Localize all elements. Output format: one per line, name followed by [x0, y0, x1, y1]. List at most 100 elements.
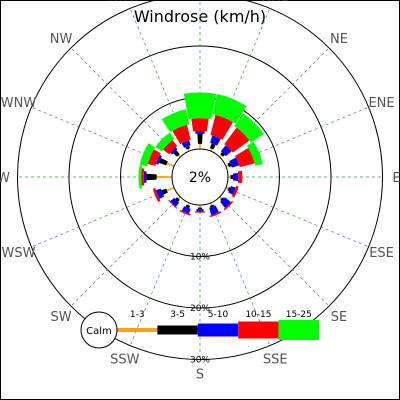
petals: [138, 92, 264, 218]
petal-wnw-15-25: [139, 143, 156, 167]
direction-label-e: E: [392, 171, 400, 186]
petal-ne-15-25: [234, 113, 264, 143]
direction-label-wnw: WNW: [1, 96, 37, 111]
direction-labels: NNNENEENEEESESESSESSSWSWWSWWWNWNWNNW: [0, 0, 400, 383]
petal-n-10-15: [191, 118, 209, 132]
legend-calm-circle: [80, 311, 118, 349]
petal-nnw-3-5: [185, 145, 191, 150]
petal-ne-10-15: [224, 127, 250, 153]
petal-ese-10-15: [231, 186, 239, 198]
petal-nw-10-15: [163, 140, 178, 155]
petal-nne-3-5: [209, 143, 216, 150]
legend-swatch-1-3: [117, 328, 158, 332]
petal-ssw-3-5: [185, 204, 191, 209]
petal-nnw-15-25: [161, 109, 190, 133]
legend-swatch-5-10: [197, 323, 239, 337]
petal-ssw-10-15: [179, 209, 191, 216]
petal-e-1-3: [227, 176, 231, 178]
ring-label-30: 30%: [190, 356, 210, 366]
petal-s-5-10: [196, 208, 204, 212]
direction-label-ene: ENE: [368, 96, 394, 111]
legend-label-1-3: 1-3: [130, 310, 145, 320]
petal-se-5-10: [220, 197, 231, 208]
petal-wsw-5-10: [155, 188, 165, 199]
petal-nw-15-25: [155, 132, 175, 152]
petal-nnw-5-10: [181, 140, 191, 148]
petal-ene-10-15: [235, 147, 255, 168]
grid-spoke-ese: [225, 187, 369, 248]
petal-s-3-5: [198, 207, 202, 210]
petal-n-3-5: [197, 133, 203, 144]
petal-wnw-10-15: [147, 149, 161, 166]
petal-nne-15-25: [212, 94, 247, 124]
direction-label-ssw: SSW: [110, 353, 140, 368]
petal-nw-5-10: [170, 147, 178, 155]
petal-n-5-10: [195, 130, 205, 134]
calm-value: 2%: [189, 170, 211, 186]
direction-label-se: SE: [331, 310, 347, 325]
petal-nnw-10-15: [172, 124, 191, 145]
petal-se-10-15: [223, 200, 234, 211]
legend-swatch-15-25: [278, 320, 319, 340]
petal-sw-10-15: [168, 199, 178, 209]
petal-sse-5-10: [209, 205, 220, 216]
petal-nne-10-15: [210, 114, 233, 140]
grid-spoke-se: [219, 196, 330, 307]
petal-e-3-5: [230, 174, 234, 180]
direction-label-w: W: [0, 171, 10, 186]
grid-spoke-sw: [70, 196, 181, 307]
petal-wsw-3-5: [161, 188, 168, 195]
petal-ne-3-5: [220, 152, 225, 157]
ring-labels: 10% 20% 30%: [190, 253, 210, 366]
petal-n-15-25: [183, 92, 217, 120]
petal-wnw-1-3: [166, 162, 175, 167]
petal-wsw-10-15: [152, 188, 161, 203]
legend-label-10-15: 10-15: [245, 310, 271, 320]
direction-label-wsw: WSW: [1, 246, 35, 261]
petal-w-5-10: [143, 171, 147, 183]
ring-label-20: 20%: [190, 304, 210, 314]
grid-spoke-ssw: [129, 202, 190, 346]
petal-w-15-25: [138, 165, 143, 189]
grid-spoke-wsw: [31, 187, 175, 248]
petal-w-1-3: [156, 175, 173, 179]
petal-ene-15-25: [246, 141, 263, 166]
legend-label-15-25: 15-25: [286, 310, 312, 320]
petal-ssw-5-10: [181, 206, 191, 214]
direction-label-ne: NE: [330, 32, 348, 47]
petal-w-10-15: [141, 168, 145, 186]
legend-swatch-3-5: [157, 325, 198, 335]
petal-se-3-5: [220, 197, 225, 202]
petal-e-10-15: [237, 170, 243, 184]
petal-sse-3-5: [209, 204, 215, 208]
legend-label-5-10: 5-10: [208, 310, 229, 320]
petal-e-5-10: [232, 172, 239, 182]
petal-nw-3-5: [173, 150, 180, 157]
direction-label-s: S: [196, 368, 204, 383]
direction-label-sw: SW: [50, 310, 71, 325]
calm-circle: [171, 148, 229, 206]
petal-wnw-5-10: [155, 155, 162, 165]
direction-label-sse: SSE: [263, 353, 288, 368]
petal-ene-3-5: [227, 162, 232, 168]
petal-wnw-3-5: [158, 157, 168, 166]
petal-ese-3-5: [227, 186, 231, 192]
petal-s-1-3: [199, 204, 201, 208]
ring-label-10: 10%: [190, 253, 210, 263]
grid-ring-30: [17, 0, 383, 360]
petal-s-10-15: [194, 211, 206, 213]
petal-ese-5-10: [228, 186, 236, 195]
legend-calm-label: Calm: [86, 326, 112, 337]
petal-w-3-5: [146, 173, 157, 181]
petal-nne-5-10: [210, 135, 221, 146]
petal-sse-10-15: [209, 211, 222, 218]
direction-label-nne: NNE: [261, 0, 289, 4]
legend-swatch-10-15: [238, 321, 279, 339]
petal-sw-5-10: [170, 197, 180, 207]
legend-label-3-5: 3-5: [170, 310, 185, 320]
petal-wsw-1-3: [166, 187, 175, 192]
petal-sw-3-5: [175, 197, 180, 202]
legend: 1-3 3-5 5-10 10-15 15-25 Calm: [80, 310, 319, 349]
direction-label-nnw: NNW: [109, 0, 141, 4]
